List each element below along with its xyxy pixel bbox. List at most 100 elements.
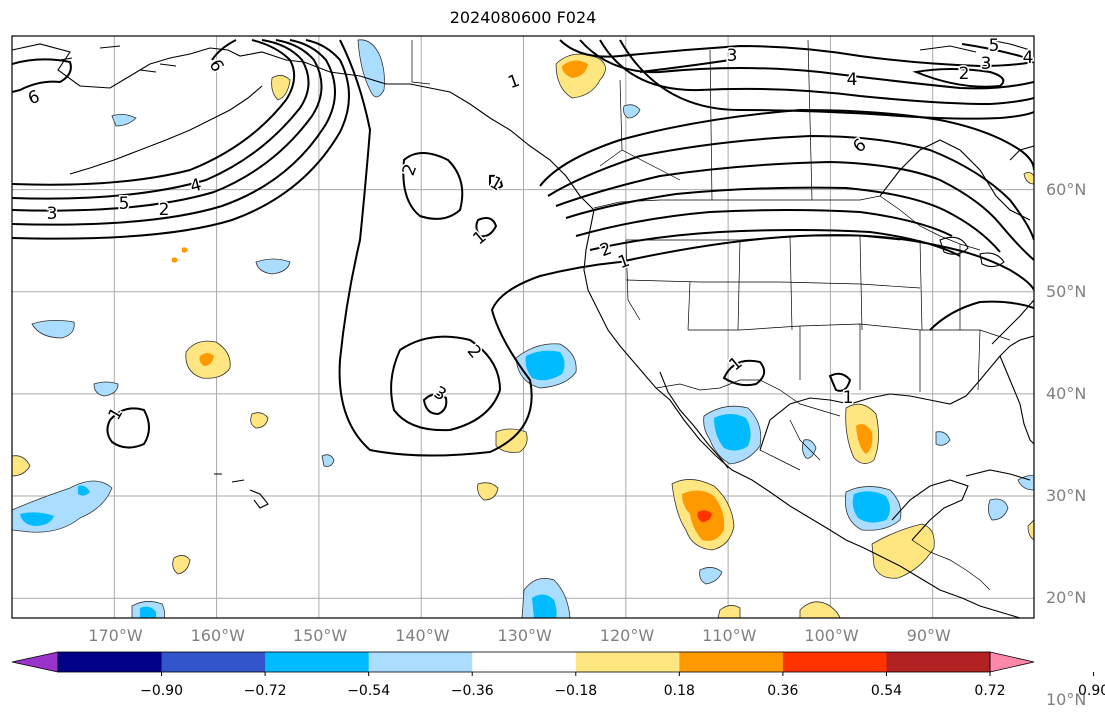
- contour-label: 5: [119, 194, 130, 214]
- longitude-label: 140°W: [395, 626, 450, 645]
- colorbar-extend-high: [989, 651, 1035, 673]
- positive-anomaly-region: [1027, 519, 1034, 541]
- contour-line: [555, 160, 1034, 261]
- positive-anomaly-peak: [697, 510, 712, 522]
- contour-label: 1: [843, 388, 854, 408]
- contour-line: [12, 58, 72, 93]
- positive-anomaly-region: [717, 605, 741, 618]
- graticule: [12, 36, 1034, 618]
- colorbar-segment: [161, 652, 266, 672]
- hudson-bay-shore: [879, 139, 1031, 221]
- map-title: 2024080600 F024: [449, 8, 597, 27]
- contour-line: [639, 59, 731, 73]
- canadian-provinces: [599, 39, 813, 201]
- contour-label: 3: [727, 46, 738, 66]
- latitude-label: 30°N: [1046, 486, 1087, 506]
- colorbar: [11, 651, 1095, 676]
- contour-line: [828, 372, 852, 392]
- longitude-label: 90°W: [906, 626, 951, 645]
- positive-anomaly-region: [172, 555, 191, 575]
- contour-line: [12, 39, 310, 200]
- contour-line: [12, 39, 350, 240]
- contour-line: [12, 39, 296, 186]
- alaska-peninsula: [69, 85, 263, 175]
- latitude-label: 20°N: [1046, 588, 1087, 608]
- contour-label: 4: [847, 70, 858, 90]
- contour-line: [619, 39, 1034, 120]
- colorbar-tick-label: 0.18: [663, 683, 695, 699]
- colorbar-segment: [679, 652, 784, 672]
- canada-us-border: [411, 40, 981, 251]
- contour-line: [599, 39, 1034, 106]
- contour-line: [402, 152, 464, 220]
- negative-anomaly-region: [935, 431, 951, 446]
- baja-california: [659, 371, 729, 469]
- positive-anomaly-core: [562, 60, 588, 78]
- negative-anomaly-core: [78, 485, 90, 496]
- negative-anomaly-core: [20, 512, 54, 526]
- bering-islands: [59, 45, 177, 73]
- contour-label: 5: [989, 36, 1000, 56]
- negative-anomaly-core: [532, 594, 557, 618]
- alaska-coast: [12, 43, 595, 211]
- florida: [999, 355, 1034, 445]
- contour-label: 2: [959, 64, 970, 84]
- positive-anomaly-core: [856, 424, 873, 454]
- colorbar-segment: [58, 652, 163, 672]
- positive-anomaly-region: [799, 601, 841, 618]
- colorbar-extend-low: [11, 651, 59, 673]
- contour-line: [422, 393, 448, 416]
- positive-anomaly-region: [495, 428, 528, 453]
- colorbar-segment: [472, 652, 577, 672]
- colorbar-segment: [782, 652, 887, 672]
- east-coast: [991, 299, 1034, 345]
- positive-anomaly-region: [12, 455, 31, 477]
- negative-anomaly-region: [988, 498, 1009, 521]
- longitude-label: 130°W: [497, 626, 552, 645]
- yucatan: [891, 479, 969, 541]
- positive-anomaly-region: [871, 523, 935, 579]
- contour-line: [575, 209, 953, 237]
- negative-anomaly-region: [255, 258, 291, 275]
- hawaii-islands: [214, 473, 269, 509]
- contour-line: [722, 359, 766, 387]
- negative-anomaly-core: [140, 606, 156, 618]
- contour-line: [211, 39, 237, 61]
- west-coast: [583, 209, 1021, 618]
- contour-label: 4: [1023, 48, 1034, 68]
- colorbar-tick-label: 0.36: [767, 683, 799, 699]
- negative-anomaly-core: [525, 350, 565, 381]
- contour-line: [475, 174, 504, 238]
- negative-anomaly-region: [1017, 475, 1034, 491]
- mexico-states: [759, 419, 821, 471]
- contour-line: [539, 108, 1034, 187]
- latitude-label: 40°N: [1046, 383, 1087, 403]
- negative-anomaly-region: [699, 567, 723, 585]
- colorbar-tick-label: −0.18: [554, 683, 598, 699]
- contour-label: 3: [47, 204, 58, 224]
- colorbar-tick-label: 0.54: [870, 683, 903, 699]
- latitude-label: 10°N: [1046, 690, 1087, 710]
- positive-anomaly-region: [271, 75, 291, 101]
- contour-line: [579, 39, 1034, 90]
- positive-anomaly-region: [250, 412, 269, 429]
- positive-anomaly-speck: [182, 247, 188, 253]
- contour-line: [559, 39, 1034, 68]
- anomaly-shading: [12, 39, 1034, 618]
- positive-anomaly-speck: [172, 257, 178, 263]
- great-lakes: [939, 236, 1005, 268]
- longitude-label: 150°W: [292, 626, 348, 645]
- colorbar-tick-label: −0.90: [140, 683, 183, 699]
- cuba: [965, 469, 1031, 481]
- colorbar-segment: [368, 652, 473, 672]
- negative-anomaly-region: [111, 114, 137, 127]
- negative-anomaly-core: [714, 414, 751, 451]
- positive-anomaly-region: [477, 482, 499, 501]
- contour-line: [12, 39, 323, 212]
- colorbar-tick-label: −0.54: [347, 683, 391, 699]
- negative-anomaly-core: [852, 491, 890, 523]
- contour-line: [338, 39, 1034, 457]
- colorbar-tick-label: −0.36: [450, 683, 494, 699]
- contour-line: [961, 43, 1034, 60]
